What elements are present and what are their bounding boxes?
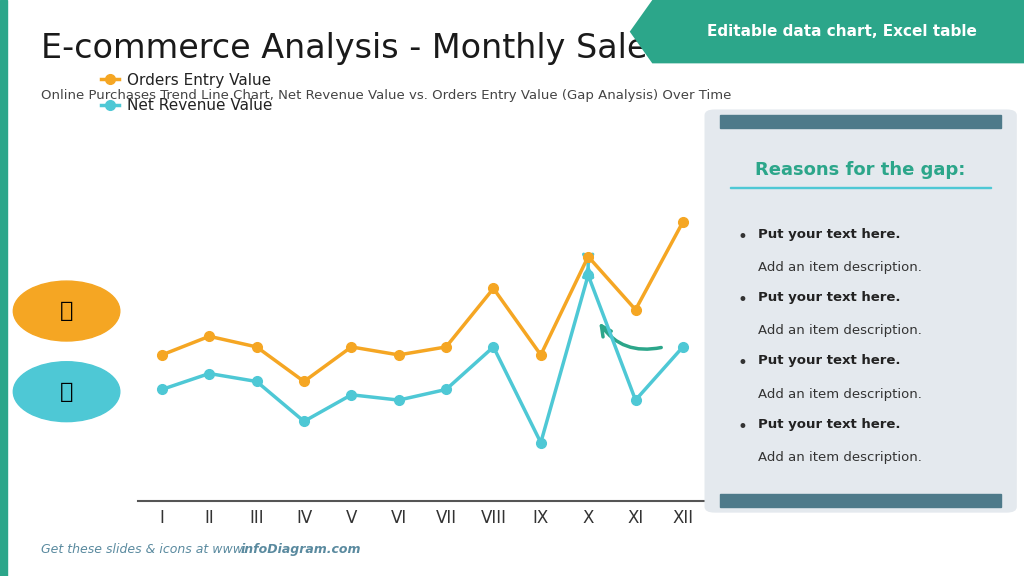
Text: Editable data chart, Excel table: Editable data chart, Excel table <box>708 24 977 39</box>
Text: 💵: 💵 <box>59 382 74 401</box>
Text: Put your text here.: Put your text here. <box>758 418 900 431</box>
Text: •: • <box>737 354 748 372</box>
Legend: Orders Entry Value, Net Revenue Value: Orders Entry Value, Net Revenue Value <box>95 66 279 119</box>
Text: Online Purchases Trend Line Chart, Net Revenue Value vs. Orders Entry Value (Gap: Online Purchases Trend Line Chart, Net R… <box>41 89 731 103</box>
Text: •: • <box>737 228 748 245</box>
Text: Put your text here.: Put your text here. <box>758 354 900 367</box>
Text: infoDiagram.com: infoDiagram.com <box>241 543 361 556</box>
Text: Reasons for the gap:: Reasons for the gap: <box>756 161 966 179</box>
Text: Add an item description.: Add an item description. <box>758 261 922 274</box>
Text: Get these slides & icons at www.: Get these slides & icons at www. <box>41 543 246 556</box>
Text: •: • <box>737 291 748 309</box>
Text: E-commerce Analysis - Monthly Sales: E-commerce Analysis - Monthly Sales <box>41 32 665 65</box>
Text: Put your text here.: Put your text here. <box>758 228 900 241</box>
Text: •: • <box>737 418 748 435</box>
Text: Add an item description.: Add an item description. <box>758 388 922 401</box>
Text: Add an item description.: Add an item description. <box>758 451 922 464</box>
Text: Add an item description.: Add an item description. <box>758 324 922 338</box>
Text: Put your text here.: Put your text here. <box>758 291 900 304</box>
Text: 📋: 📋 <box>59 301 74 321</box>
